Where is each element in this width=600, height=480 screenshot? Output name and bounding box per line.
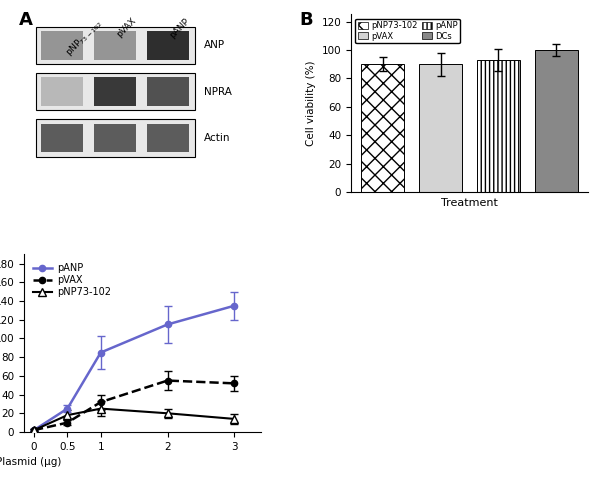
Bar (147, 31, 190, 60)
Text: NPRA: NPRA (204, 87, 232, 96)
Bar (94, 31, 136, 60)
Text: Actin: Actin (204, 133, 230, 143)
Bar (535, 50, 578, 192)
Text: B: B (299, 11, 313, 29)
Bar (147, 124, 190, 152)
Text: pNP$_{73-102}$: pNP$_{73-102}$ (62, 16, 105, 59)
Bar (419, 64, 462, 192)
Y-axis label: Cell viability (%): Cell viability (%) (306, 60, 316, 146)
Bar (147, 77, 190, 106)
Legend: pNP73-102, pVAX, pANP, DCs: pNP73-102, pVAX, pANP, DCs (355, 19, 460, 43)
Text: pANP: pANP (168, 16, 191, 39)
X-axis label: Treatment: Treatment (441, 198, 498, 208)
Text: pVAX: pVAX (115, 16, 138, 39)
Bar (41, 31, 83, 60)
Bar (36, 27, 194, 64)
Bar (94, 77, 136, 106)
Bar (94, 124, 136, 152)
Bar (36, 119, 194, 156)
Bar (41, 124, 83, 152)
Text: Plasmid (μg): Plasmid (μg) (0, 457, 61, 467)
Text: ANP: ANP (204, 40, 225, 50)
Bar (36, 73, 194, 110)
Bar (361, 64, 404, 192)
Bar (477, 60, 520, 192)
Text: A: A (19, 11, 33, 29)
Bar (41, 77, 83, 106)
Legend: pANP, pVAX, pNP73-102: pANP, pVAX, pNP73-102 (29, 259, 115, 301)
